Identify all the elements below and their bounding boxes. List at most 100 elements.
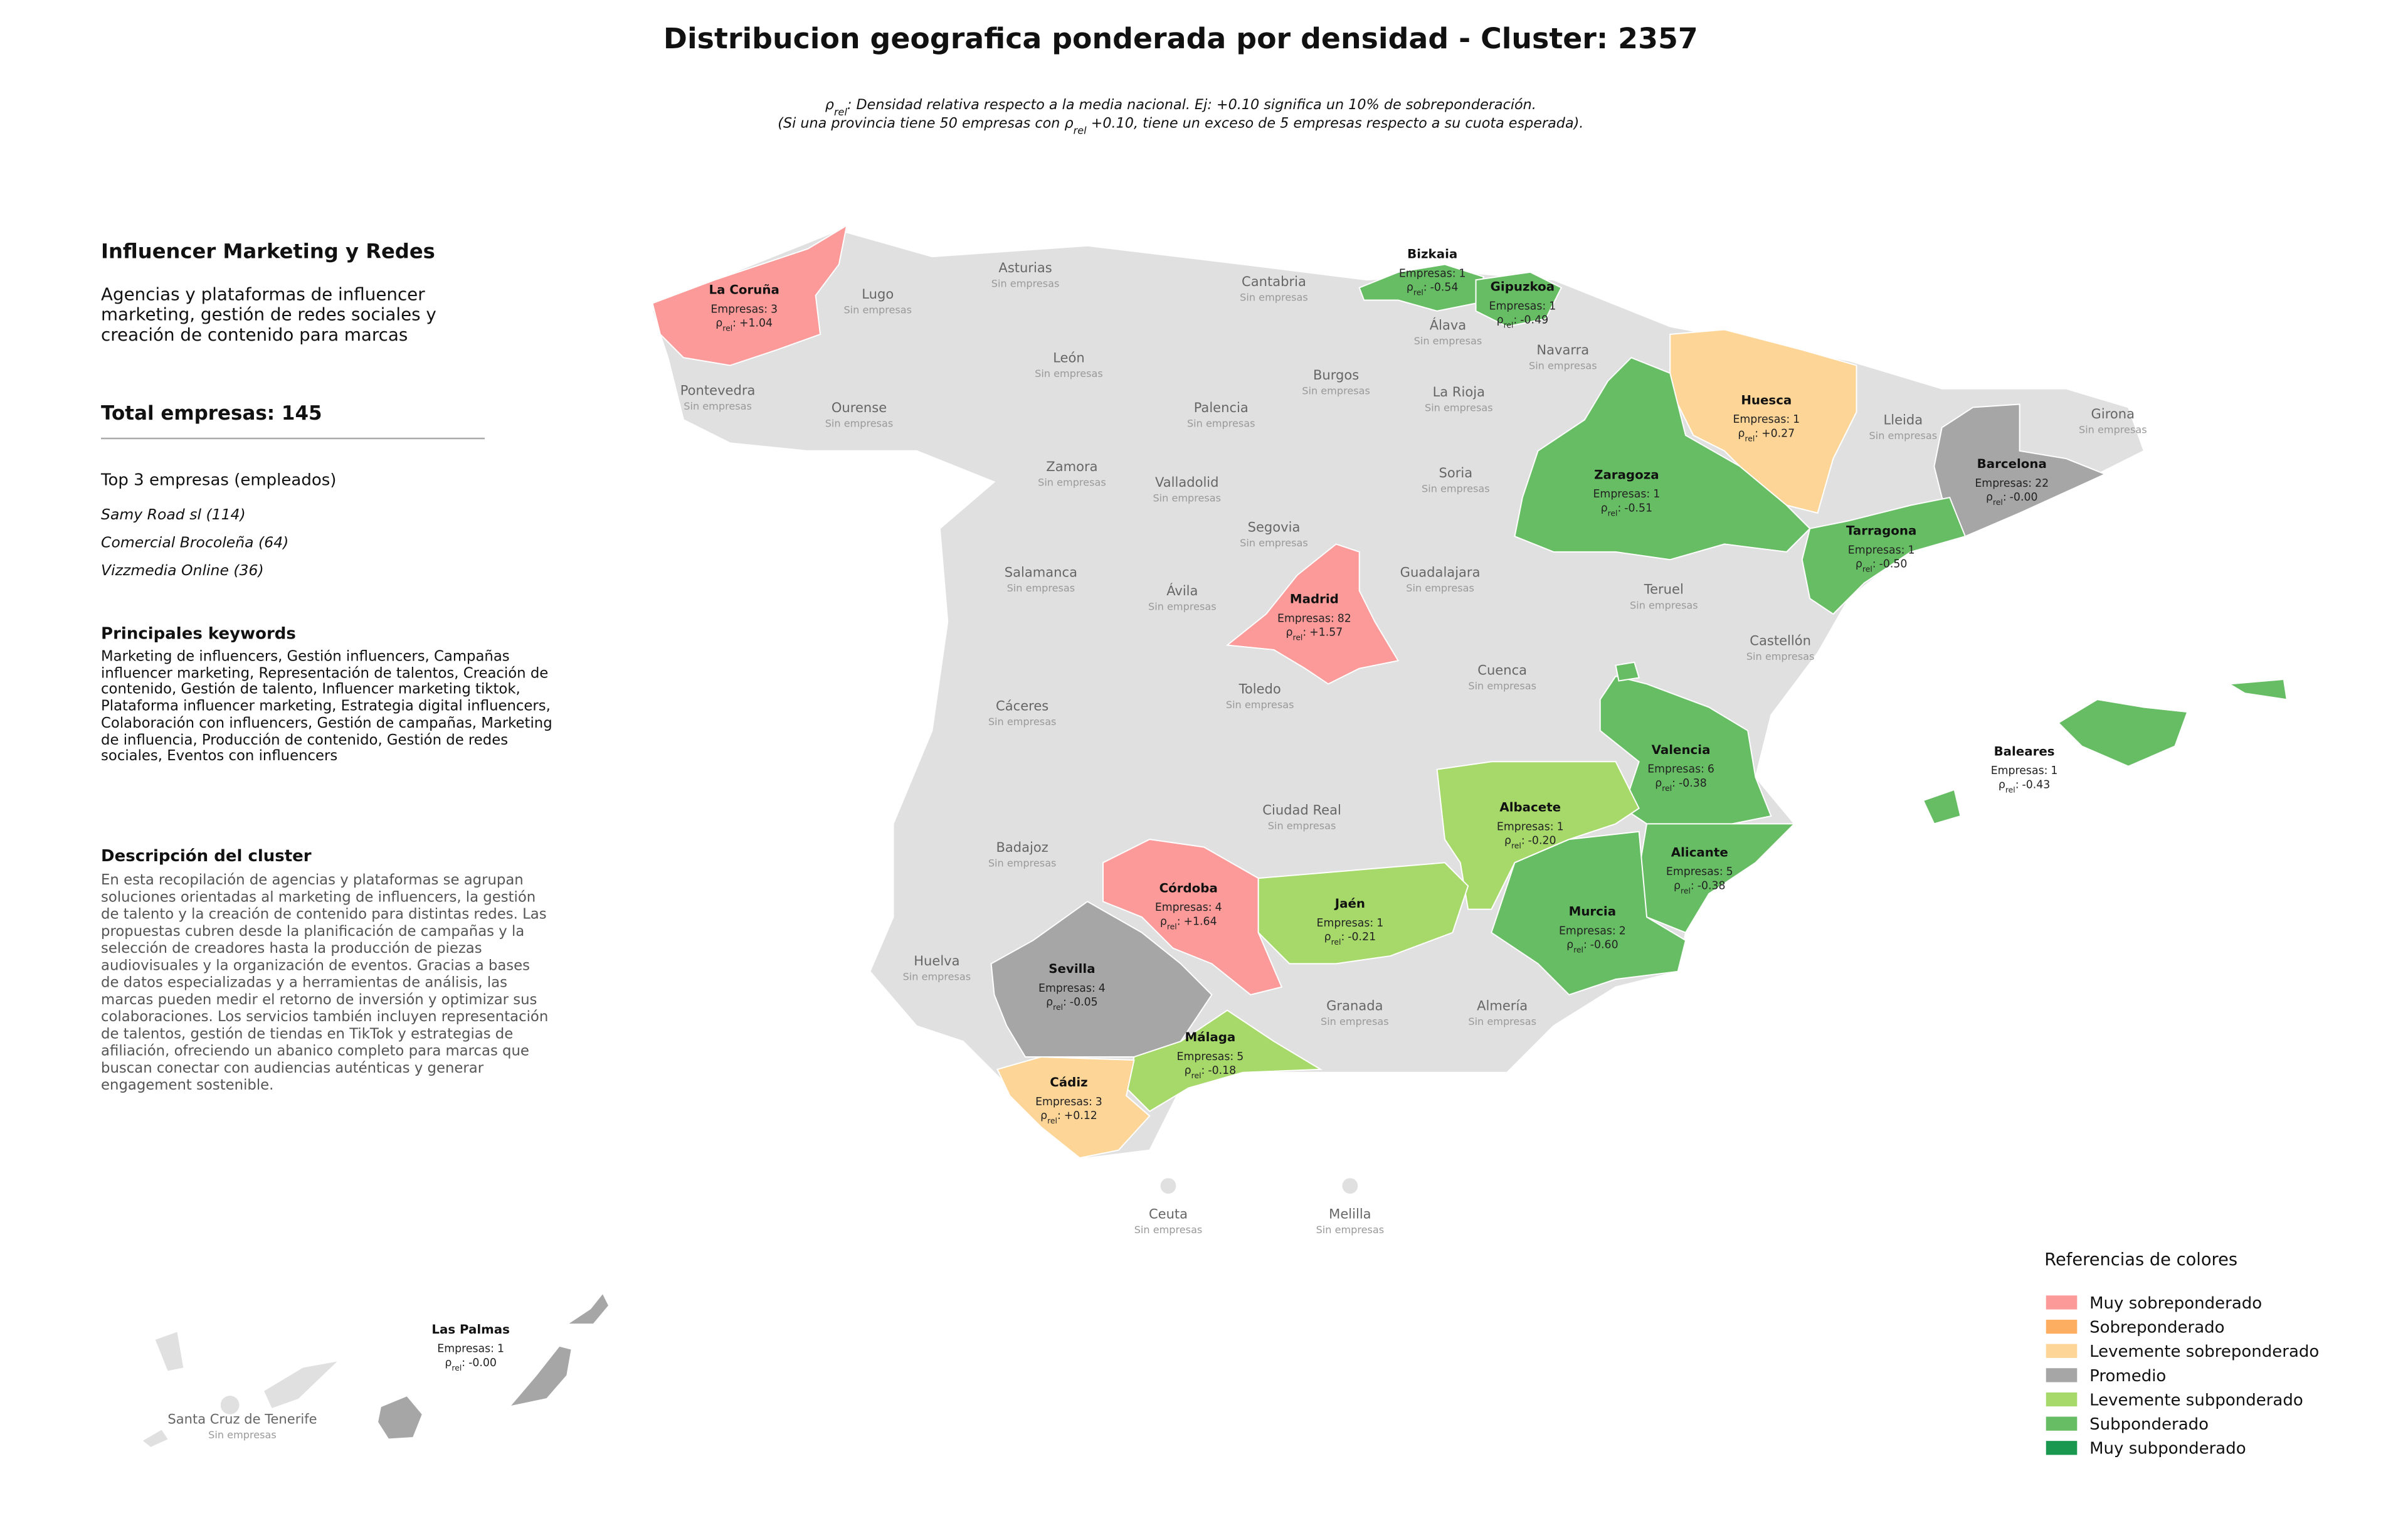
province-name: Zaragoza [1594,467,1659,482]
province-shape [1257,862,1469,965]
subscript: rel [1074,124,1087,136]
province-count: Empresas: 2 [1559,925,1626,937]
rho-sub: rel [1862,565,1872,574]
province-shape [1126,1009,1323,1112]
count-label: Empresas: [1177,1051,1234,1063]
legend-label: Muy subponderado [2089,1440,2246,1458]
rho-sep: : [1302,627,1306,639]
province-empty: Sin empresas [1321,1016,1389,1027]
rho-sep: : [1057,1110,1061,1122]
province-count: Empresas: 3 [710,303,778,316]
count-label: Empresas: [1399,267,1456,280]
province-count: Empresas: 1 [1497,820,1564,833]
title: Distribucion geografica ponderada por de… [663,21,1698,55]
province-shape [996,1056,1151,1159]
province-name: Palencia [1194,400,1249,415]
rho-sep: : [732,317,736,330]
count-value: 3 [1096,1096,1102,1108]
province-count: Empresas: 1 [1317,917,1384,930]
rho-value: -0.43 [2022,778,2050,791]
province-name: Cantabria [1242,273,1306,289]
count-label: Empresas: [1666,866,1723,878]
count-value: 1 [1376,917,1383,930]
rho-symbol: ρ [1504,835,1511,847]
province-name: Guadalajara [1400,564,1481,580]
rho-value: -0.38 [1698,879,1726,892]
top-title: Top 3 empresas (empleados) [100,470,336,489]
province-rho: ρrel: -0.38 [1674,879,1726,895]
province-shape [1102,839,1283,995]
province-count: Empresas: 1 [1991,765,2058,777]
province-rho: ρrel: -0.43 [1999,778,2051,794]
rho-value: +0.27 [1761,428,1795,440]
top-item: Comercial Brocoleña (64) [101,533,288,551]
legend-label: Levemente subponderado [2089,1391,2303,1409]
province-shape [1933,403,2107,538]
province-name: Tarragona [1846,524,1916,538]
province-name: Valladolid [1155,474,1219,490]
rho-value: -0.21 [1348,931,1376,943]
province-empty: Sin empresas [988,716,1057,728]
rho-value: +1.57 [1309,627,1343,639]
count-value: 22 [2035,477,2049,490]
province-shape [1615,661,2288,825]
province-empty: Sin empresas [1240,537,1308,549]
province-empty: Sin empresas [1134,1224,1203,1236]
rho-sep: : [1617,502,1621,514]
province-empty: Sin empresas [208,1429,277,1441]
province-rho: ρrel: -0.21 [1324,931,1376,947]
rho-symbol: ρ [1566,939,1573,952]
province-empty: Sin empresas [1422,482,1490,494]
rho-sub: rel [1504,321,1514,330]
province-count: Empresas: 82 [1277,612,1351,625]
province-count: Empresas: 5 [1666,866,1733,878]
count-label: Empresas: [1155,901,1212,914]
province-name: Cádiz [1050,1075,1087,1090]
province-name: Asturias [998,260,1052,275]
count-value: 1 [1793,413,1800,426]
province-empty: Sin empresas [988,857,1057,869]
rho-sep: : [1755,428,1758,440]
province-rho: ρrel: -0.00 [1986,491,2038,507]
description-title: Descripción del cluster [101,847,312,866]
subtitle-line: (Si una provincia tiene 50 empresas con … [778,115,1583,136]
province-name: Jaén [1334,896,1365,911]
count-value: 6 [1708,763,1714,776]
legend-swatch [2046,1344,2078,1358]
subtitle-text: +0.10, tiene un exceso de 5 empresas res… [1087,115,1584,131]
province-name: Teruel [1644,581,1684,597]
count-label: Empresas: [1647,763,1704,776]
count-label: Empresas: [1848,544,1905,556]
count-value: 5 [1726,866,1733,878]
province-empty: Sin empresas [1007,582,1075,594]
count-label: Empresas: [1593,488,1650,501]
rho-sep: : [1177,915,1181,928]
rho-sub: rel [2005,785,2015,794]
province-empty: Sin empresas [1302,385,1370,396]
province-name: Baleares [1994,744,2055,758]
rho-sub: rel [1681,886,1691,895]
rho-sub: rel [1331,938,1341,947]
rho-symbol: ρ [1674,879,1681,892]
rho-sep: : [1341,931,1344,943]
rho-symbol: ρ [445,1357,452,1369]
province-count: Empresas: 1 [1399,267,1466,280]
legend: Muy sobreponderado Sobreponderado Levement… [2046,1294,2319,1458]
legend-swatch [2046,1441,2078,1455]
province-shape [376,1292,610,1440]
province-count: Empresas: 1 [437,1343,504,1356]
rho-symbol: ρ [716,317,722,330]
province-name: Toledo [1238,681,1281,696]
rho-symbol: ρ [1999,778,2005,791]
legend-label: Levemente sobreponderado [2089,1342,2319,1361]
province-name: Málaga [1185,1030,1236,1044]
rho-sub: rel [1608,509,1618,517]
province-shape [1801,496,1967,615]
rho-sep: : [1691,879,1694,892]
rho-sep: : [1583,939,1587,952]
melilla-shape [1342,1178,1358,1194]
rho-value: -0.00 [2010,491,2038,504]
province-count: Empresas: 1 [1489,300,1556,312]
rho-sep: : [2003,491,2007,504]
province-count: Empresas: 5 [1177,1051,1244,1063]
